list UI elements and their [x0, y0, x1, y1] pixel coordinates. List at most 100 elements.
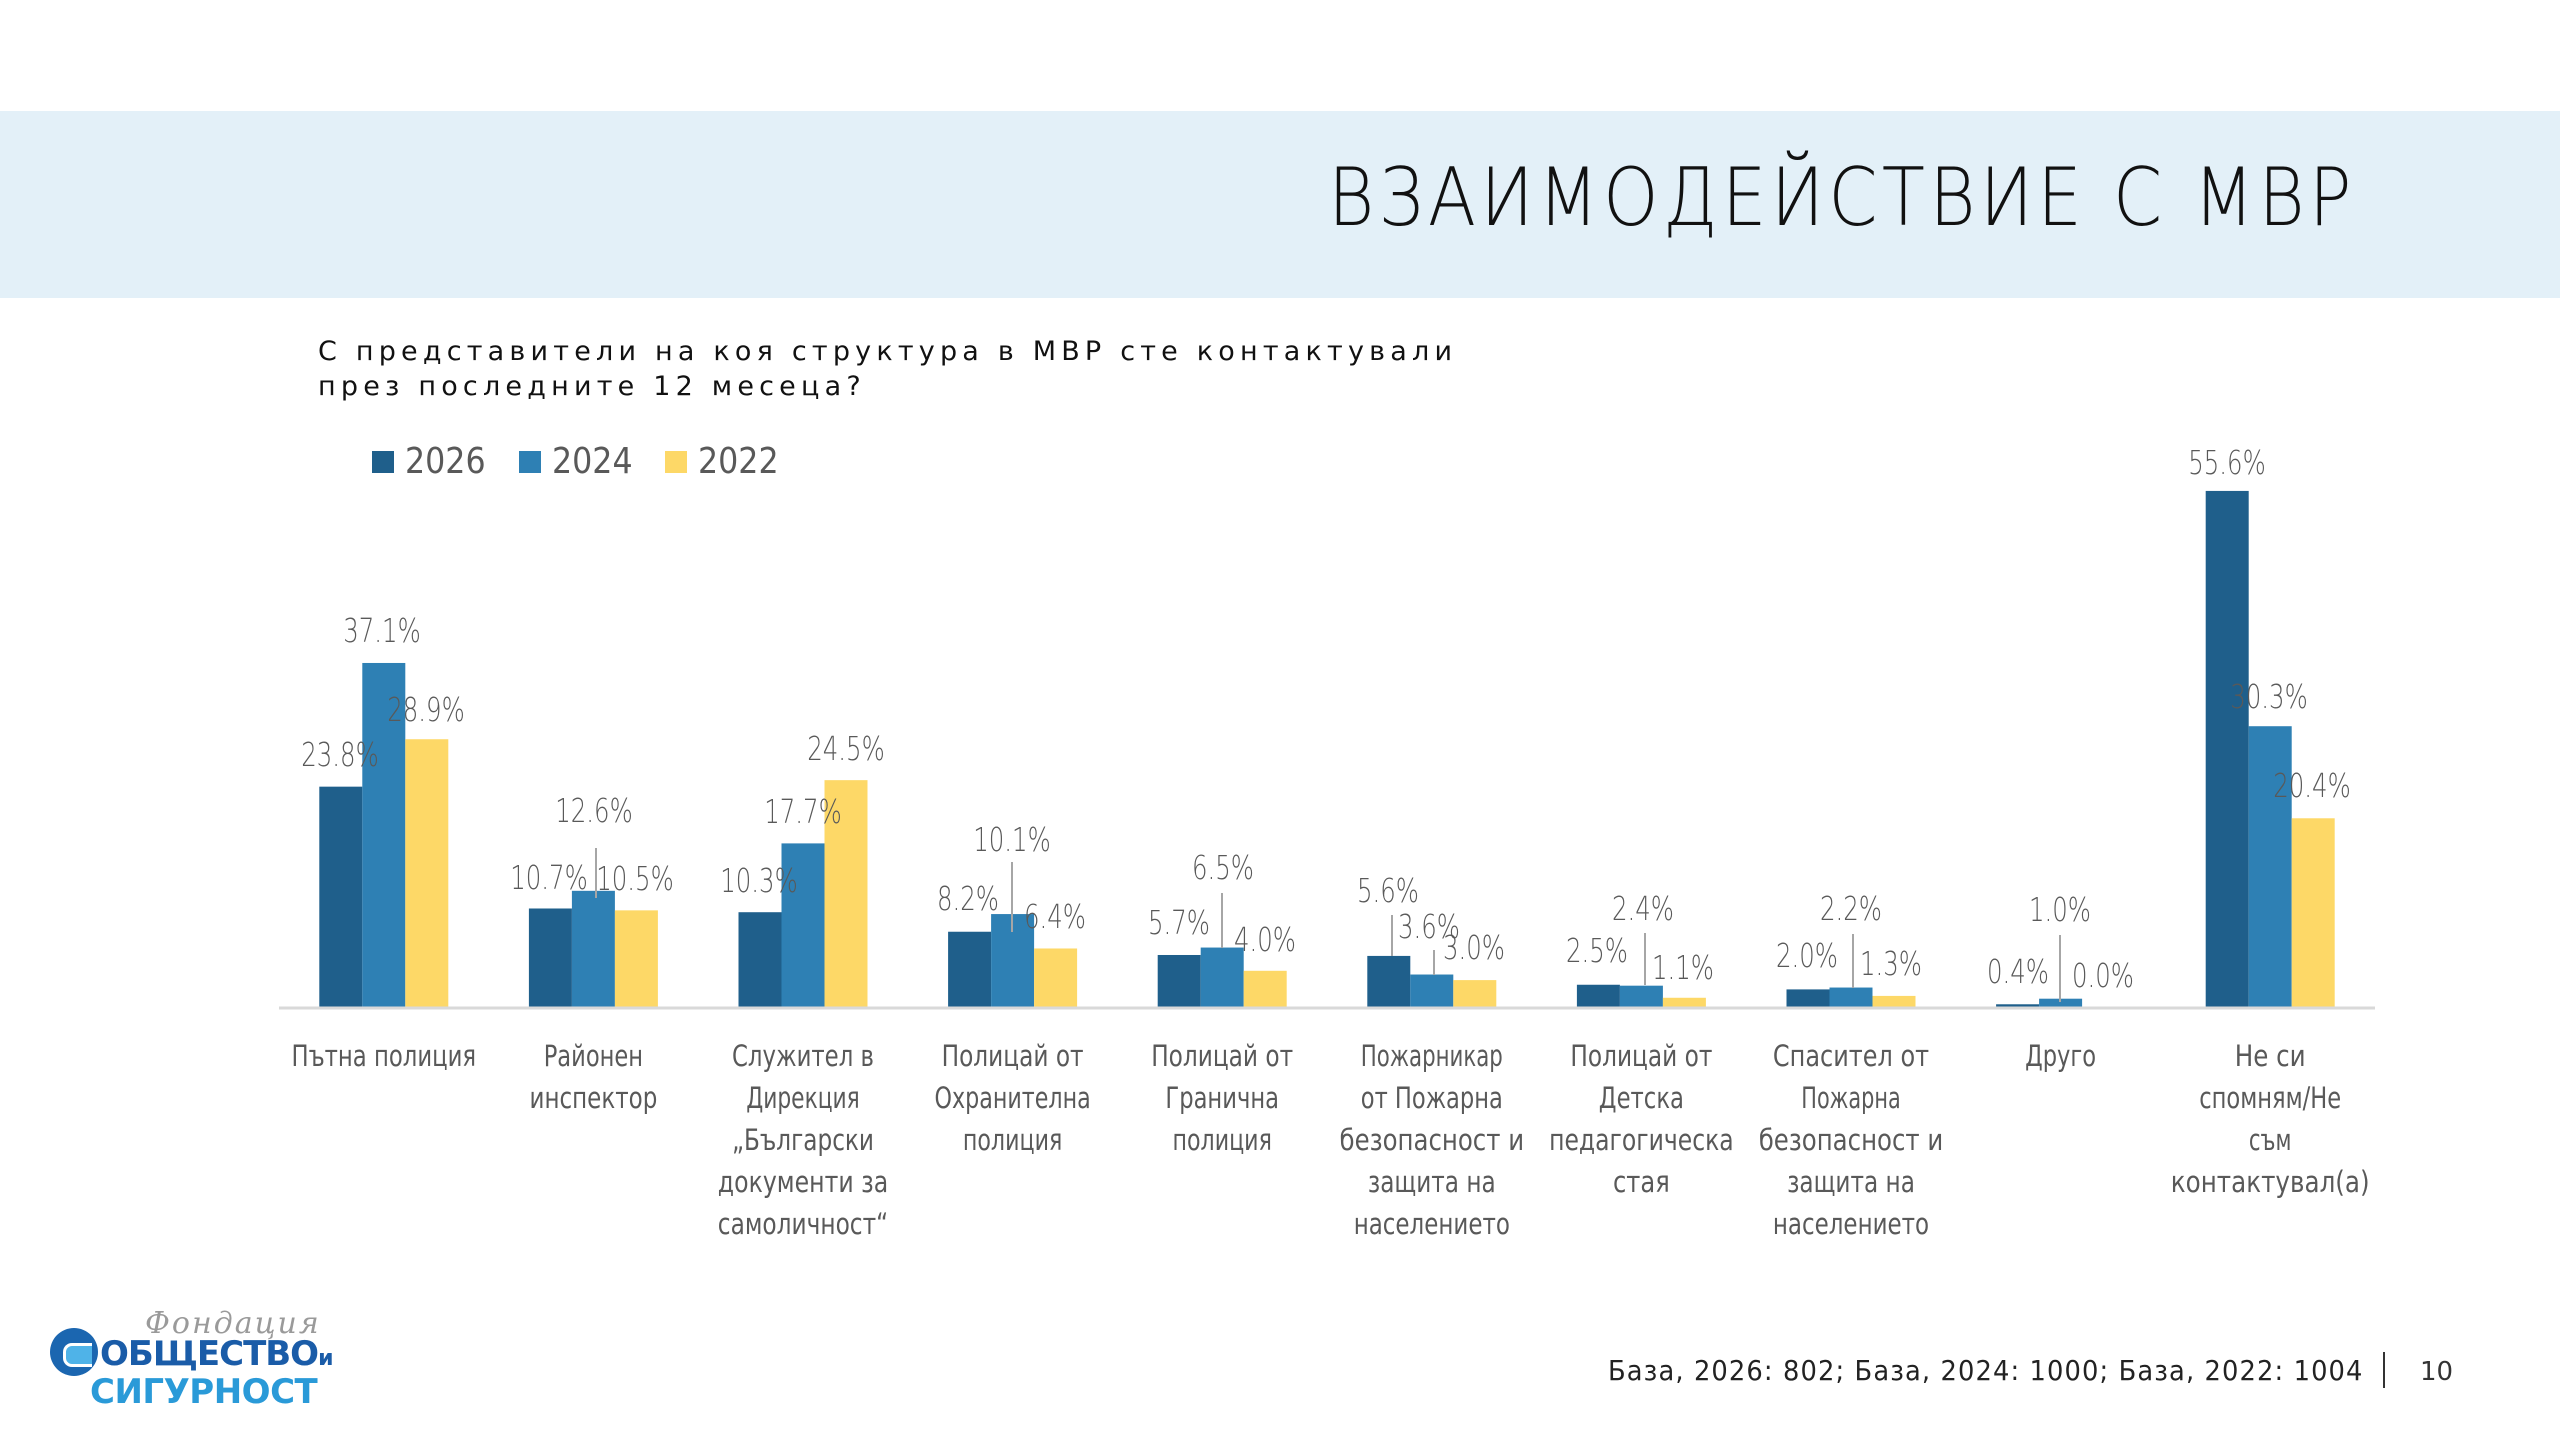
category-label-line: Полицай от [1151, 1039, 1293, 1073]
bar-2024-cat-1 [571, 890, 615, 1008]
category-label-line: съм [2249, 1123, 2292, 1157]
category-label-line: Районен [544, 1039, 643, 1073]
category-label-line: „Български [732, 1123, 874, 1157]
data-label-2024-cat-0: 37.1% [343, 611, 421, 650]
bar-2024-cat-5 [1410, 974, 1454, 1008]
category-label-line: населението [1773, 1207, 1929, 1241]
legend-swatch-2024 [518, 450, 541, 473]
category-label-line: Детска [1599, 1081, 1684, 1115]
legend-swatch-2022 [665, 450, 688, 473]
category-label-line: Не си [2235, 1039, 2306, 1073]
data-label-2026-cat-3: 8.2% [937, 879, 999, 918]
category-label-line: самоличност“ [718, 1207, 888, 1241]
chart-question: С представители на коя структура в МВР с… [318, 336, 1458, 402]
category-label-5: Пожарникар от Пожарна безопасност и защита … [1340, 1039, 1525, 1241]
bar-2022-cat-3 [1034, 948, 1078, 1008]
bar-2022-cat-5 [1453, 980, 1497, 1008]
category-label-line: от Пожарна [1361, 1081, 1503, 1115]
data-label-2024-cat-9: 30.3% [2230, 677, 2308, 716]
chart-legend: 2026 2024 2022 [372, 441, 812, 482]
category-label-line: Охранителна [935, 1081, 1091, 1115]
data-label-2026-cat-9: 55.6% [2188, 443, 2266, 482]
data-label-2022-cat-7: 1.3% [1860, 944, 1922, 983]
category-label-line: педагогическа [1549, 1123, 1734, 1157]
category-label-line: полиция [963, 1123, 1062, 1157]
data-label-2026-cat-5: 5.6% [1357, 871, 1419, 910]
legend-label-2022: 2022 [698, 441, 779, 482]
data-label-2022-cat-6: 1.1% [1652, 948, 1714, 987]
category-label-line: Служител в [732, 1039, 874, 1073]
legend-swatch-2026 [372, 450, 394, 473]
data-label-2022-cat-0: 28.9% [387, 690, 465, 729]
legend-label-2024: 2024 [551, 441, 633, 482]
data-label-2026-cat-0: 23.8% [301, 735, 379, 774]
category-label-line: защита на [1368, 1165, 1496, 1199]
bar-2024-cat-2 [781, 843, 825, 1008]
logo-line2: СИГУРНОСТ [90, 1372, 318, 1412]
bar-2022-cat-7 [1872, 995, 1916, 1008]
bar-2026-cat-1 [528, 908, 572, 1008]
logo-line1-text: ОБЩЕСТВО [100, 1334, 319, 1374]
data-label-2024-cat-8: 1.0% [2029, 890, 2091, 929]
legend-item-2026: 2026 [372, 441, 489, 482]
category-label-line: безопасност и [1340, 1123, 1525, 1157]
category-label-line: Полицай от [1570, 1039, 1712, 1073]
logo-line1: ОБЩЕСТВОи [100, 1334, 334, 1374]
bar-2022-cat-6 [1662, 997, 1706, 1008]
data-label-2022-cat-5: 3.0% [1443, 928, 1505, 967]
category-label-line: защита на [1787, 1165, 1915, 1199]
bars-layer [319, 490, 2335, 1008]
bar-2022-cat-0 [405, 739, 449, 1008]
bar-2026-cat-4 [1157, 954, 1201, 1008]
bar-2026-cat-2 [738, 912, 782, 1008]
bar-2024-cat-6 [1619, 985, 1663, 1008]
foundation-logo: Фондация ОБЩЕСТВОи СИГУРНОСТ [50, 1306, 350, 1426]
bar-2026-cat-5 [1367, 955, 1411, 1008]
data-label-2026-cat-6: 2.5% [1566, 931, 1628, 970]
bar-2026-cat-0 [319, 786, 363, 1008]
footer-separator [2383, 1352, 2385, 1388]
bar-2024-cat-4 [1200, 947, 1244, 1008]
data-label-2022-cat-2: 24.5% [807, 729, 885, 768]
footer-base-text: База, 2026: 802; База, 2024: 1000; База,… [1608, 1354, 2364, 1387]
bar-2024-cat-8 [2039, 998, 2083, 1008]
data-label-2024-cat-4: 6.5% [1192, 848, 1254, 887]
category-label-line: Пожарна [1801, 1081, 1900, 1115]
data-label-2022-cat-9: 20.4% [2273, 766, 2351, 805]
category-label-line: Гранична [1165, 1081, 1279, 1115]
category-label-7: Спасител от Пожарна безопасност и защита на… [1759, 1039, 1944, 1241]
bar-2026-cat-8 [1996, 1004, 2040, 1008]
bar-2026-cat-9 [2205, 490, 2249, 1008]
bar-2026-cat-3 [948, 931, 992, 1008]
data-label-2022-cat-4: 4.0% [1234, 920, 1296, 959]
data-label-2024-cat-1: 12.6% [555, 791, 633, 830]
logo-mark-icon [50, 1328, 98, 1376]
data-label-2024-cat-7: 2.2% [1820, 889, 1882, 928]
data-labels-layer: 23.8% 37.1% 28.9% 10.7% 12.6% 10.5% 10.3% 17.7%… [301, 443, 2351, 995]
bar-2024-cat-9 [2248, 726, 2292, 1008]
data-label-2026-cat-7: 2.0% [1776, 936, 1838, 975]
page-number: 10 [2420, 1357, 2454, 1387]
category-label-line: стая [1613, 1165, 1670, 1199]
bar-2022-cat-1 [614, 910, 658, 1008]
category-label-1: Районен инспектор [530, 1039, 658, 1115]
data-label-2024-cat-5: 3.6% [1398, 907, 1460, 946]
header-band [0, 111, 2560, 298]
bar-2022-cat-2 [824, 780, 868, 1008]
bar-2022-cat-4 [1243, 970, 1287, 1008]
bar-2026-cat-6 [1576, 984, 1620, 1008]
bar-2024-cat-0 [362, 662, 406, 1008]
category-label-line: Пожарникар [1361, 1039, 1503, 1073]
bar-2026-cat-7 [1786, 989, 1830, 1008]
data-label-2026-cat-4: 5.7% [1148, 903, 1210, 942]
category-label-line: документи за [718, 1165, 888, 1199]
category-label-line: Друго [2025, 1039, 2096, 1073]
data-label-2022-cat-1: 10.5% [596, 859, 674, 898]
category-label-9: Не си спомням/Не съм контактувал(а) [2171, 1039, 2370, 1199]
bar-2022-cat-9 [2291, 818, 2335, 1008]
bar-2024-cat-7 [1829, 987, 1873, 1008]
logo-line1-suffix: и [318, 1346, 333, 1371]
category-label-line: безопасност и [1759, 1123, 1944, 1157]
logo-script-text: Фондация [145, 1306, 321, 1341]
